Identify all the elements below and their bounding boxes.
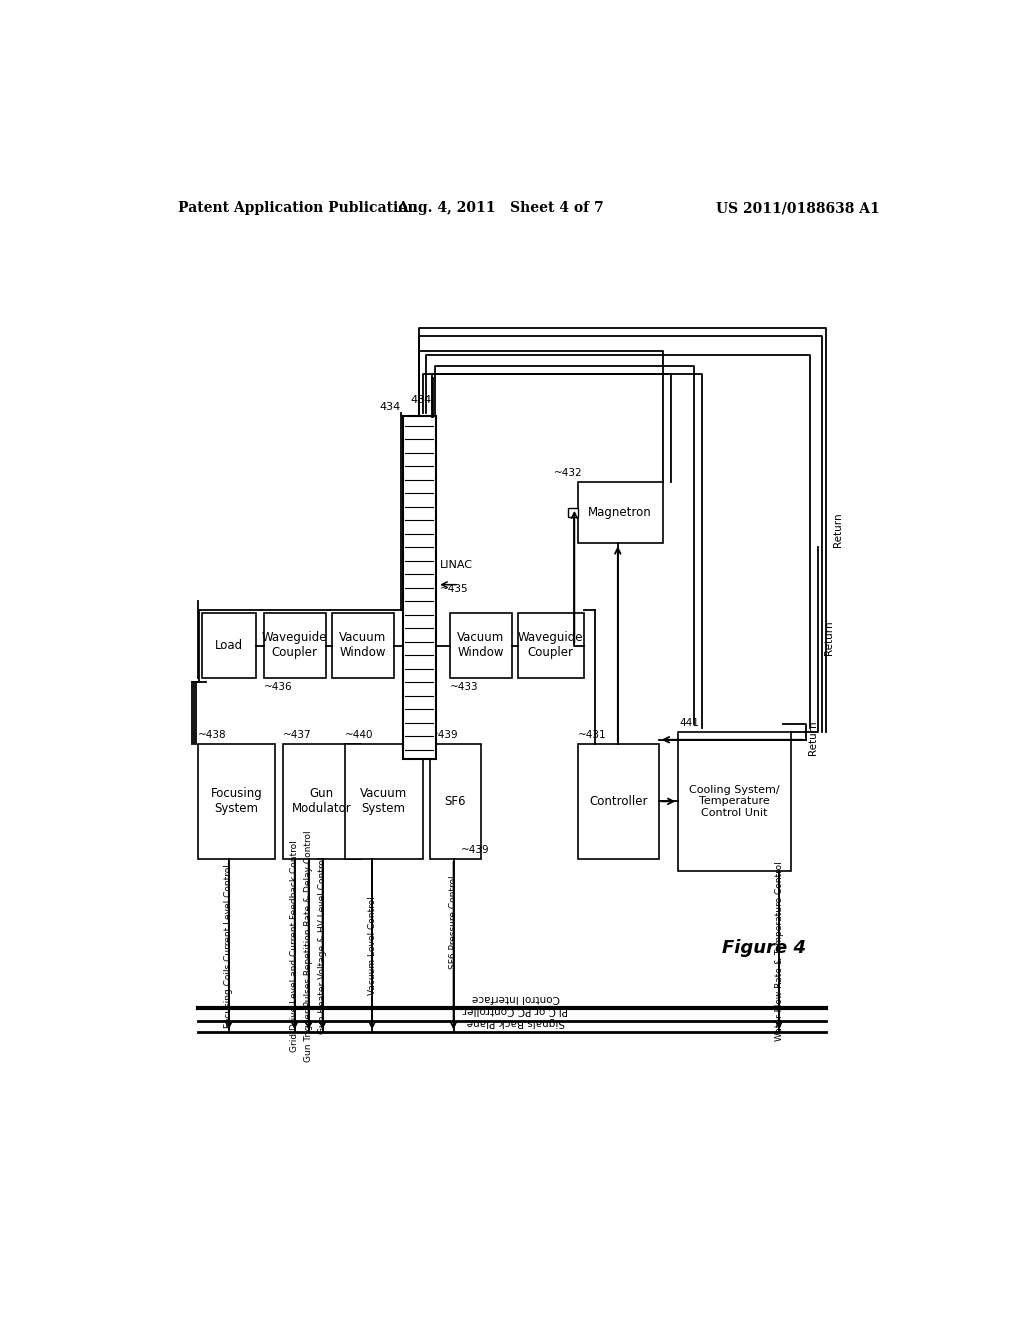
Text: Load: Load (215, 639, 243, 652)
Text: Return: Return (824, 620, 834, 655)
Text: PLC or PC Controller: PLC or PC Controller (463, 1006, 568, 1015)
Text: ~431: ~431 (578, 730, 606, 739)
Bar (568, 508, 578, 517)
Text: Cooling System/
Temperature
Control Unit: Cooling System/ Temperature Control Unit (689, 785, 779, 818)
Text: Waveguide
Coupler: Waveguide Coupler (262, 631, 328, 660)
Text: ~436: ~436 (263, 682, 292, 692)
Bar (578, 482, 663, 544)
Text: Focusing Coils Current Level Control: Focusing Coils Current Level Control (224, 863, 233, 1028)
Text: ~433: ~433 (450, 682, 478, 692)
Text: ~439: ~439 (461, 845, 489, 855)
Text: Controller: Controller (589, 795, 647, 808)
Text: Vacuum Level Control: Vacuum Level Control (368, 896, 377, 995)
Bar (518, 612, 584, 678)
Text: 434: 434 (411, 395, 432, 405)
Text: ~437: ~437 (283, 730, 311, 739)
Text: ~435: ~435 (439, 583, 468, 594)
Text: US 2011/0188638 A1: US 2011/0188638 A1 (716, 202, 880, 215)
Text: Aug. 4, 2011   Sheet 4 of 7: Aug. 4, 2011 Sheet 4 of 7 (396, 202, 603, 215)
Text: ~432: ~432 (554, 469, 583, 478)
Text: Gun Trigger Pulses Repetition Rate & Delay Control: Gun Trigger Pulses Repetition Rate & Del… (304, 830, 313, 1061)
Text: ~440: ~440 (345, 730, 374, 739)
Text: Gun
Modulator: Gun Modulator (292, 787, 351, 816)
Bar (678, 733, 791, 871)
Bar (202, 612, 256, 678)
Text: Waveguide
Coupler: Waveguide Coupler (518, 631, 584, 660)
Bar (430, 743, 480, 859)
Text: ~439: ~439 (430, 730, 459, 739)
Text: Patent Application Publication: Patent Application Publication (178, 202, 418, 215)
Bar (283, 743, 360, 859)
Text: Vacuum
Window: Vacuum Window (339, 631, 386, 660)
Bar (345, 743, 423, 859)
Text: Water Flow Rate & Temperature Control: Water Flow Rate & Temperature Control (774, 862, 783, 1041)
Text: Magnetron: Magnetron (588, 506, 652, 519)
Text: LINAC: LINAC (439, 561, 472, 570)
Text: 441: 441 (680, 718, 699, 729)
Text: Return: Return (808, 721, 818, 755)
Text: Grid Drive Level and Current Feedback Control: Grid Drive Level and Current Feedback Co… (290, 840, 299, 1052)
Bar (263, 612, 326, 678)
Text: Figure 4: Figure 4 (722, 939, 806, 957)
Text: ~438: ~438 (198, 730, 226, 739)
Text: Gun Heater Voltage & HV Level Control: Gun Heater Voltage & HV Level Control (318, 857, 327, 1035)
Text: Signals Back Plane: Signals Back Plane (466, 1016, 564, 1027)
Text: SF6: SF6 (444, 795, 466, 808)
Text: Focusing
System: Focusing System (211, 787, 262, 816)
Bar (403, 416, 435, 759)
Bar (198, 743, 275, 859)
Text: Vacuum
Window: Vacuum Window (457, 631, 504, 660)
Bar (332, 612, 394, 678)
Text: Control Interface: Control Interface (471, 993, 559, 1003)
Bar (450, 612, 512, 678)
Text: 434: 434 (380, 403, 401, 412)
Text: Vacuum
System: Vacuum System (360, 787, 408, 816)
Text: SF6 Pressure Control: SF6 Pressure Control (449, 875, 458, 969)
Bar (578, 743, 658, 859)
Text: Return: Return (834, 512, 843, 548)
